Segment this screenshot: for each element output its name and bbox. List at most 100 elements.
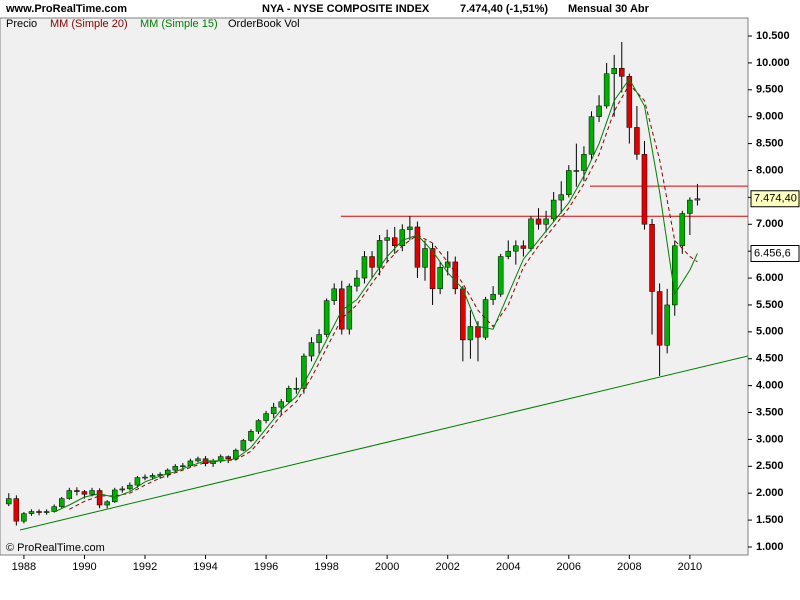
- candle-body: [28, 511, 35, 514]
- candle-body: [603, 73, 610, 107]
- candle-body: [543, 218, 549, 225]
- candle-body: [452, 261, 459, 290]
- y-tick-label: 4.500: [756, 353, 784, 365]
- candle-body: [96, 490, 103, 506]
- candle-body: [43, 511, 50, 513]
- candle-body: [36, 511, 42, 513]
- candle-body: [391, 237, 398, 247]
- x-tick-label: 2008: [617, 561, 641, 573]
- candle-body: [687, 199, 693, 214]
- candle-body: [429, 248, 436, 290]
- candle-body: [588, 116, 595, 155]
- candle-body: [263, 413, 269, 421]
- candle-body: [134, 477, 141, 486]
- price-label-box: [750, 190, 800, 208]
- y-tick-label: 3.500: [756, 406, 784, 418]
- candle-body: [513, 245, 519, 252]
- y-tick-label: 9.000: [756, 111, 784, 123]
- candle-body: [475, 326, 481, 338]
- x-tick-label: 2006: [557, 561, 581, 573]
- candle-body: [180, 465, 186, 468]
- copyright: © ProRealTime.com: [6, 542, 105, 554]
- candle-body: [248, 431, 254, 441]
- candle-body: [671, 245, 678, 306]
- candle-body: [59, 498, 65, 507]
- candle-body: [240, 440, 247, 451]
- candle-body: [535, 218, 542, 225]
- legend-orderbook: OrderBook Vol: [228, 18, 300, 30]
- price-label-box: [750, 244, 800, 262]
- candle-body: [407, 226, 413, 230]
- candle-body: [596, 105, 602, 117]
- price-label: 7.474,40: [754, 193, 797, 205]
- candle-body: [558, 194, 564, 201]
- y-tick-label: 4.000: [756, 380, 784, 392]
- y-tick-label: 5.500: [756, 299, 784, 311]
- candle-body: [611, 68, 617, 74]
- candle-body: [694, 198, 701, 201]
- candle-body: [293, 388, 300, 390]
- y-tick-label: 6.000: [756, 272, 784, 284]
- candle-body: [369, 256, 375, 268]
- legend-price: Precio: [6, 18, 37, 30]
- candle-body: [634, 127, 640, 155]
- candle-body: [13, 498, 20, 522]
- reference-line: [19, 355, 748, 531]
- candle-body: [581, 154, 587, 171]
- candle-body: [649, 224, 655, 292]
- y-tick-label: 8.500: [756, 137, 784, 149]
- site: www.ProRealTime.com: [5, 3, 127, 15]
- plot-area: [0, 17, 749, 556]
- x-tick-label: 1992: [133, 561, 157, 573]
- y-tick-label: 8.000: [756, 164, 784, 176]
- candle-body: [81, 491, 88, 495]
- candle-body: [301, 355, 307, 389]
- period: Mensual 30 Abr: [568, 3, 650, 15]
- candle-body: [308, 342, 315, 357]
- moving-average: [69, 83, 698, 510]
- candle-body: [573, 170, 580, 172]
- candle-body: [490, 293, 496, 300]
- candle-body: [482, 299, 489, 338]
- candle-body: [566, 170, 572, 195]
- candle-body: [384, 237, 390, 241]
- y-tick-label: 1.000: [756, 541, 784, 553]
- y-tick-label: 10.500: [756, 30, 790, 42]
- x-tick-label: 1998: [314, 561, 338, 573]
- candle-body: [66, 490, 73, 499]
- price-label: 6.456,6: [754, 247, 791, 259]
- candle-body: [437, 267, 443, 290]
- candle-body: [21, 513, 27, 522]
- plot: [6, 41, 748, 531]
- candle-body: [323, 300, 330, 335]
- candle-body: [142, 476, 148, 479]
- candle-body: [74, 490, 80, 492]
- x-tick-label: 1994: [193, 561, 217, 573]
- candle-body: [361, 256, 368, 279]
- candle-body: [497, 256, 504, 295]
- candle-body: [656, 291, 663, 346]
- candle-body: [679, 213, 686, 247]
- candle-body: [550, 199, 557, 220]
- candle-body: [225, 456, 231, 460]
- candle-body: [467, 326, 474, 341]
- legend-ma20: MM (Simple 20): [50, 18, 128, 30]
- y-tick-label: 5.000: [756, 326, 784, 338]
- x-tick-label: 1990: [72, 561, 96, 573]
- candle-body: [6, 498, 12, 505]
- candle-body: [376, 240, 383, 268]
- candle-body: [354, 277, 360, 287]
- candle-body: [104, 501, 110, 506]
- x-tick-label: 1988: [12, 561, 36, 573]
- candle-body: [172, 466, 179, 471]
- moving-average: [53, 78, 698, 513]
- candle-body: [619, 68, 625, 77]
- candle-body: [149, 475, 156, 478]
- candle-body: [255, 420, 262, 432]
- candle-body: [164, 469, 171, 475]
- candle-body: [346, 285, 353, 330]
- x-tick-label: 2010: [678, 561, 702, 573]
- candle-body: [119, 488, 126, 491]
- y-tick-label: 2.000: [756, 487, 784, 499]
